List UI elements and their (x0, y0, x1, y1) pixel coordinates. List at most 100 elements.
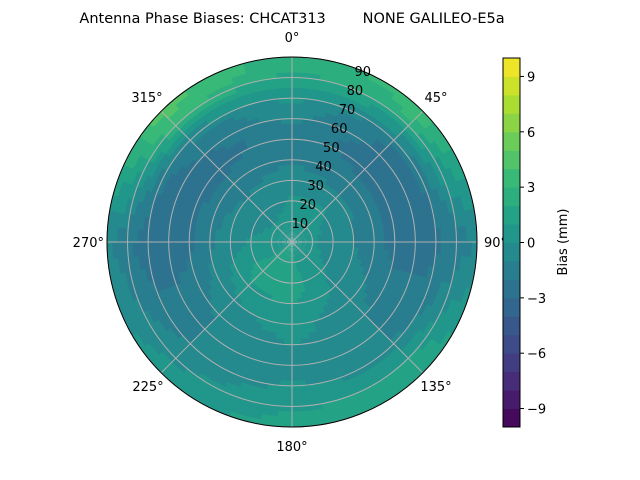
contour-cell (324, 144, 337, 154)
contour-cell (422, 146, 436, 164)
contour-cell (362, 336, 376, 349)
contour-cell (193, 187, 204, 200)
contour-cell (271, 128, 284, 136)
contour-cell (387, 122, 403, 138)
contour-cell (162, 195, 172, 210)
contour-cell (363, 188, 373, 199)
contour-cell (291, 349, 303, 356)
contour-cell (163, 364, 181, 381)
contour-cell (426, 323, 440, 341)
contour-cell (278, 92, 293, 99)
contour-cell (349, 395, 367, 408)
contour-cell (240, 97, 256, 108)
contour-cell (278, 232, 284, 237)
contour-cell (122, 164, 135, 184)
contour-cell (276, 258, 282, 265)
contour-cell (279, 107, 293, 115)
contour-cell (306, 223, 313, 229)
contour-cell (240, 245, 247, 252)
contour-cell (291, 339, 302, 346)
contour-cell (194, 165, 206, 178)
contour-cell (236, 353, 251, 364)
contour-cell (281, 123, 293, 130)
contour-cell (283, 244, 289, 250)
contour-cell (276, 242, 282, 245)
contour-cell (364, 321, 377, 334)
contour-cell (295, 282, 301, 289)
contour-cell (291, 364, 304, 372)
contour-cell (143, 125, 159, 143)
contour-cell (272, 306, 281, 314)
contour-cell (293, 231, 296, 238)
contour-cell (167, 273, 177, 287)
contour-cell (332, 245, 339, 251)
contour-cell (374, 332, 388, 346)
contour-cell (232, 110, 247, 122)
contour-cell (293, 246, 296, 253)
contour-cell (308, 226, 315, 232)
contour-cell (283, 266, 288, 274)
contour-cell (185, 158, 198, 172)
contour-cell (199, 249, 207, 259)
contour-cell (198, 241, 206, 251)
contour-cell (331, 125, 345, 136)
contour-cell (431, 293, 443, 311)
contour-cell (291, 92, 306, 99)
azimuth-tick-270: 270° (73, 236, 104, 251)
colorbar (503, 58, 520, 428)
contour-cell (373, 351, 389, 366)
contour-cell (156, 332, 171, 349)
contour-cell (385, 142, 400, 157)
contour-cell (201, 127, 216, 141)
contour-cell (328, 201, 336, 210)
azimuth-tick-135: 135° (420, 380, 451, 395)
contour-cell (302, 269, 308, 277)
contour-cell (389, 182, 400, 195)
contour-cell (132, 227, 139, 243)
contour-cell (362, 82, 381, 96)
contour-cell (229, 147, 242, 159)
contour-cell (148, 146, 162, 164)
contour-cell (218, 148, 231, 160)
contour-cell (294, 221, 298, 228)
contour-cell (276, 76, 293, 84)
contour-cell (132, 312, 146, 331)
contour-cell (260, 233, 268, 238)
contour-cell (277, 390, 293, 397)
contour-cell (143, 341, 159, 359)
contour-cell (364, 150, 377, 163)
contour-cell (245, 237, 252, 243)
contour-cell (301, 244, 308, 248)
contour-cell (199, 273, 209, 284)
contour-cell (291, 375, 305, 382)
contour-cell (291, 184, 298, 191)
contour-cell (229, 230, 237, 238)
contour-cell (347, 230, 355, 238)
contour-cell (251, 278, 260, 286)
contour-cell (292, 236, 295, 242)
contour-cell (367, 195, 377, 206)
contour-cell (317, 89, 333, 99)
contour-cell (356, 253, 364, 262)
contour-cell (198, 73, 217, 87)
contour-cell (255, 241, 262, 246)
contour-cell (291, 102, 305, 109)
contour-cell (234, 391, 252, 402)
contour-cell (281, 349, 293, 356)
contour-cell (232, 362, 247, 374)
contour-cell (333, 353, 348, 364)
contour-cell (323, 117, 337, 127)
contour-cell (345, 330, 358, 341)
contour-cell (278, 259, 284, 266)
contour-cell (175, 93, 193, 109)
contour-cell (354, 101, 371, 114)
contour-cell (414, 241, 422, 254)
contour-cell (316, 246, 324, 251)
contour-cell (279, 302, 287, 310)
contour-cell (240, 232, 247, 239)
contour-cell (164, 141, 179, 158)
contour-cell (301, 236, 308, 240)
contour-cell (333, 77, 352, 88)
contour-cell (287, 231, 291, 238)
contour-cell (291, 82, 307, 89)
